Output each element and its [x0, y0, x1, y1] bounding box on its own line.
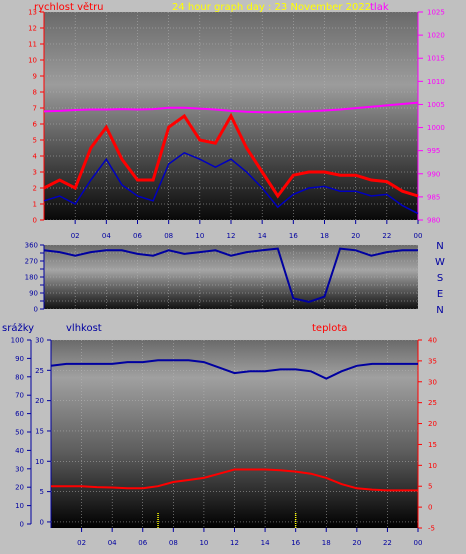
compass-label: E	[437, 289, 443, 300]
pressure-tick-label: 990	[427, 170, 440, 178]
pressure-axis-title: tlak	[370, 2, 389, 13]
temperature-tick-label: 35	[428, 357, 437, 365]
wind-tick-label: 6	[33, 121, 38, 129]
time-tick-label: 22	[382, 232, 391, 240]
temperature-tick-label: 25	[428, 399, 437, 407]
compass-label: W	[435, 257, 445, 268]
time-tick-label: 14	[261, 539, 270, 547]
temperature-tick-label: 5	[428, 483, 432, 491]
temperature-tick-label: -5	[428, 525, 435, 533]
wind-tick-label: 10	[28, 57, 37, 65]
humidity-tick-label: 0	[40, 518, 44, 526]
time-tick-label: 16	[291, 539, 300, 547]
pressure-tick-label: 1000	[427, 124, 445, 132]
temperature-tick-label: 10	[428, 462, 437, 470]
pressure-line	[43, 101, 419, 114]
temperature-tick-label: 20	[428, 420, 437, 428]
wind-speed-line	[43, 151, 419, 215]
rain-tick-label: 20	[15, 484, 24, 492]
time-tick-label: 20	[352, 539, 361, 547]
humidity-axis-title: vlhkost	[66, 323, 102, 334]
time-tick-label: 08	[169, 539, 178, 547]
time-tick-label: 02	[71, 232, 80, 240]
compass-label: N	[436, 305, 443, 316]
wind-tick-label: 0	[33, 217, 37, 225]
pressure-tick-label: 995	[427, 147, 440, 155]
humidity-tick-label: 5	[40, 488, 44, 496]
time-tick-label: 04	[102, 232, 111, 240]
humidity-line	[50, 359, 418, 380]
rain-tick-label: 40	[15, 447, 24, 455]
rain-tick-label: 80	[15, 373, 24, 381]
rain-tick-label: 100	[11, 337, 24, 345]
rain-tick-label: 10	[15, 502, 24, 510]
pressure-tick-label: 1020	[427, 32, 445, 40]
humidity-tick-label: 10	[35, 458, 44, 466]
time-tick-label: 08	[164, 232, 173, 240]
wind-tick-label: 1	[33, 201, 37, 209]
rain-tick-label: 50	[15, 429, 24, 437]
pressure-tick-label: 1005	[427, 101, 445, 109]
pressure-tick-label: 980	[427, 217, 440, 225]
temperature-axis-title: teplota	[312, 323, 347, 334]
pressure-tick-label: 985	[427, 193, 440, 201]
temperature-tick-label: 0	[428, 504, 432, 512]
direction-tick-label: 180	[25, 274, 38, 282]
rain-tick-label: 60	[15, 410, 24, 418]
temperature-tick-label: 30	[428, 378, 437, 386]
wind-gust-line	[43, 112, 419, 199]
wind-tick-label: 3	[33, 169, 37, 177]
direction-tick-label: 0	[34, 306, 38, 314]
time-tick-label: 02	[77, 539, 86, 547]
wind-direction-line	[43, 247, 418, 303]
pressure-tick-label: 1015	[427, 55, 445, 63]
time-tick-label: 18	[322, 539, 331, 547]
humidity-tick-label: 15	[35, 427, 44, 435]
pressure-tick-label: 1025	[427, 9, 445, 17]
time-tick-label: 14	[258, 232, 267, 240]
compass-label: S	[437, 273, 443, 284]
time-tick-label: 10	[195, 232, 204, 240]
time-tick-label: 00	[414, 232, 423, 240]
wind-tick-label: 9	[33, 73, 37, 81]
time-tick-label: 18	[320, 232, 329, 240]
direction-tick-label: 270	[25, 258, 38, 266]
wind-tick-label: 4	[33, 153, 38, 161]
direction-tick-label: 90	[29, 290, 38, 298]
temperature-tick-label: 40	[428, 337, 437, 345]
time-tick-label: 06	[138, 539, 147, 547]
time-tick-label: 00	[414, 539, 423, 547]
time-tick-label: 16	[289, 232, 298, 240]
time-tick-label: 22	[383, 539, 392, 547]
rain-axis-title: srážky	[2, 322, 34, 334]
pressure-tick-label: 1010	[427, 78, 445, 86]
humidity-tick-label: 20	[35, 397, 44, 405]
wind-tick-label: 8	[33, 89, 37, 97]
time-tick-label: 20	[351, 232, 360, 240]
time-tick-label: 12	[230, 539, 239, 547]
wind-tick-label: 7	[33, 105, 37, 113]
wind-tick-label: 5	[33, 137, 37, 145]
wind-tick-label: 13	[28, 9, 37, 17]
rain-tick-label: 0	[20, 521, 24, 529]
wind-tick-label: 11	[28, 41, 37, 49]
wind-tick-label: 12	[28, 25, 37, 33]
wind-axis-title: rychlost větru	[34, 1, 104, 13]
direction-tick-label: 360	[25, 242, 38, 250]
compass-label: N	[436, 241, 443, 252]
rain-tick-label: 90	[15, 355, 24, 363]
time-tick-label: 10	[199, 539, 208, 547]
humidity-tick-label: 25	[35, 367, 44, 375]
temperature-tick-label: 15	[428, 441, 437, 449]
rain-tick-label: 30	[15, 465, 24, 473]
temperature-line	[51, 468, 418, 492]
time-tick-label: 06	[133, 232, 142, 240]
chart-title: 24 hour graph day : 23 November 2022	[172, 2, 371, 13]
time-tick-label: 12	[227, 232, 236, 240]
wind-tick-label: 2	[33, 185, 37, 193]
time-tick-label: 04	[108, 539, 117, 547]
rain-tick-label: 70	[15, 392, 24, 400]
humidity-tick-label: 30	[35, 337, 44, 345]
